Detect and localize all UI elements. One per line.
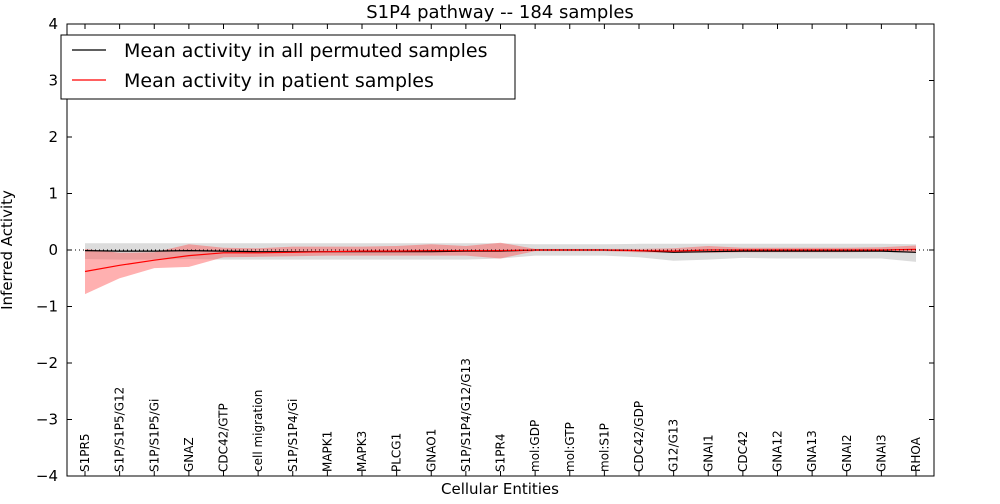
y-axis: 4 3 2 1 0 −1 −2 −3 −4 (36, 15, 934, 485)
x-tick-label: S1P/S1P4/Gi (286, 399, 300, 472)
series-lines (67, 248, 934, 273)
x-axis-label: Cellular Entities (441, 480, 559, 498)
x-tick-label: MAPK1 (320, 431, 334, 472)
y-axis-label: Inferred Activity (0, 190, 16, 310)
x-tick-label: GNAZ (182, 437, 196, 472)
x-tick-label: mol:GTP (563, 422, 577, 472)
x-tick-label: S1P/S1P5/Gi (147, 399, 161, 472)
x-tick-label: GNA12 (771, 430, 785, 472)
band-patient (85, 242, 916, 295)
y-tick-label: 2 (48, 128, 58, 146)
x-tick-label: GNAI3 (874, 434, 888, 472)
x-tick-label: GNAI2 (840, 434, 854, 472)
x-tick-label: mol:S1P (597, 423, 611, 472)
x-tick-label: S1PR4 (494, 434, 508, 472)
x-tick-label: S1PR5 (78, 434, 92, 472)
x-tick-label: PLCG1 (390, 433, 404, 472)
x-tick-label: G12/G13 (667, 419, 681, 472)
x-axis: S1PR5 S1P/S1P5/G12 S1P/S1P5/Gi GNAZ CDC42/GT… (78, 24, 923, 476)
x-tick-label: S1P/S1P4/G12/G13 (459, 358, 473, 472)
x-tick-label: CDC42/GTP (217, 403, 231, 472)
y-tick-label: 0 (48, 241, 58, 259)
x-tick-label: GNA13 (805, 430, 819, 472)
y-tick-label: −4 (36, 467, 58, 485)
x-tick-label: RHOA (909, 436, 923, 472)
y-tick-label: 3 (48, 72, 58, 90)
y-tick-label: 4 (48, 15, 58, 33)
band-permuted (85, 243, 916, 262)
x-tick-label: mol:GDP (528, 420, 542, 472)
y-tick-label: −1 (36, 298, 58, 316)
y-tick-label: −3 (36, 411, 58, 429)
x-tick-label: S1P/S1P5/G12 (113, 387, 127, 472)
series-line-patient (84, 248, 917, 273)
x-tick-label: GNAI1 (701, 434, 715, 472)
confidence-bands (85, 242, 916, 295)
x-tick-label: CDC42 (736, 431, 750, 472)
legend-label-patient: Mean activity in patient samples (124, 70, 434, 92)
legend-label-permuted: Mean activity in all permuted samples (124, 40, 487, 62)
legend: Mean activity in all permuted samples Me… (60, 34, 516, 100)
y-tick-label: 1 (48, 185, 58, 203)
chart-title: S1P4 pathway -- 184 samples (366, 2, 634, 23)
x-tick-label: cell migration (251, 390, 265, 472)
legend-box (60, 34, 516, 100)
y-tick-label: −2 (36, 354, 58, 372)
x-tick-label: GNAO1 (424, 429, 438, 472)
x-tick-label: CDC42/GDP (632, 401, 646, 472)
x-tick-label: MAPK3 (355, 431, 369, 472)
